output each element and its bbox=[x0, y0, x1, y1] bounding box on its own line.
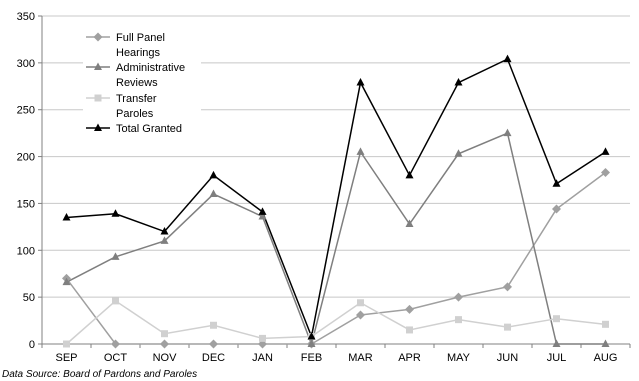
legend-label-administrative-reviews: Administrative Reviews bbox=[116, 62, 185, 89]
series-lines bbox=[65, 58, 606, 347]
transfer-paroles-point bbox=[357, 299, 364, 307]
y-tick-label: 350 bbox=[17, 11, 35, 23]
full-panel-hearings-point bbox=[601, 168, 610, 178]
x-tick-label: OCT bbox=[104, 352, 128, 364]
legend-label-line: Reviews bbox=[116, 77, 158, 89]
total-granted-point bbox=[258, 207, 267, 215]
x-tick-label: MAY bbox=[447, 352, 471, 364]
total-granted-point bbox=[111, 209, 120, 217]
transfer-paroles-point bbox=[455, 316, 462, 324]
transfer-paroles-line bbox=[66, 299, 606, 345]
series-markers bbox=[62, 54, 610, 349]
y-tick-label: 100 bbox=[17, 245, 35, 257]
legend-swatch-marker bbox=[94, 123, 102, 131]
total-granted-line bbox=[66, 58, 606, 340]
legend-swatch-marker bbox=[93, 32, 103, 42]
administrative-reviews-point bbox=[454, 149, 463, 157]
total-granted-point bbox=[454, 78, 463, 86]
administrative-reviews-point bbox=[356, 147, 365, 155]
administrative-reviews-point bbox=[601, 339, 610, 347]
y-tick-label: 50 bbox=[23, 292, 35, 304]
total-granted-point bbox=[62, 212, 71, 221]
x-tick-label: APR bbox=[398, 352, 421, 364]
x-tick-label: JAN bbox=[252, 352, 273, 364]
administrative-reviews-point bbox=[160, 236, 169, 244]
administrative-reviews-point bbox=[503, 128, 512, 137]
x-tick-label: DEC bbox=[202, 352, 225, 364]
administrative-reviews-point bbox=[552, 339, 561, 347]
full-panel-hearings-point bbox=[209, 339, 218, 349]
transfer-paroles-point bbox=[210, 321, 217, 329]
transfer-paroles-point bbox=[63, 340, 70, 348]
full-panel-hearings-point bbox=[111, 339, 120, 349]
full-panel-hearings-point bbox=[552, 204, 561, 214]
transfer-paroles-point bbox=[553, 315, 560, 323]
transfer-paroles-point bbox=[504, 323, 511, 331]
administrative-reviews-point bbox=[111, 252, 120, 260]
total-granted-point bbox=[552, 179, 561, 187]
transfer-paroles-point bbox=[112, 297, 119, 305]
x-tick-label: JUN bbox=[497, 352, 518, 364]
y-tick-label: 200 bbox=[17, 152, 35, 164]
transfer-paroles-point bbox=[259, 334, 266, 342]
total-granted-point bbox=[209, 170, 218, 179]
x-tick-label: JUL bbox=[547, 352, 567, 364]
legend-swatch-marker bbox=[94, 62, 102, 70]
data-source-note: Data Source: Board of Pardons and Parole… bbox=[2, 369, 198, 380]
transfer-paroles-point bbox=[406, 326, 413, 334]
transfer-paroles-point bbox=[161, 330, 168, 338]
legend-label-line: Total Granted bbox=[116, 123, 182, 135]
total-granted-point bbox=[503, 54, 512, 63]
administrative-reviews-line bbox=[66, 132, 606, 347]
full-panel-hearings-point bbox=[405, 304, 414, 314]
full-panel-hearings-point bbox=[160, 339, 169, 349]
y-tick-label: 150 bbox=[17, 198, 35, 210]
administrative-reviews-point bbox=[62, 277, 71, 286]
legend-label-line: Hearings bbox=[116, 47, 161, 59]
legend-label-line: Transfer bbox=[116, 93, 157, 105]
legend-label-line: Administrative bbox=[116, 62, 185, 74]
y-tick-labels: 0 50 100 150 200 250 300 350 bbox=[17, 11, 35, 351]
y-tick-label: 0 bbox=[29, 339, 35, 351]
full-panel-hearings-line bbox=[65, 171, 606, 345]
total-granted-point bbox=[160, 227, 169, 235]
x-tick-label: MAR bbox=[348, 352, 373, 364]
total-granted-point bbox=[405, 170, 414, 179]
x-tick-labels: SEP OCT NOV DEC JAN FEB MAR APR MAY JUN JUL AUG bbox=[55, 352, 617, 364]
x-tick-label: AUG bbox=[594, 352, 618, 364]
administrative-reviews-point bbox=[405, 219, 414, 228]
full-panel-hearings-point bbox=[454, 292, 463, 302]
legend-label-total-granted: Total Granted bbox=[116, 123, 182, 135]
legend-swatch-marker bbox=[94, 94, 102, 102]
legend-label-full-panel-hearings: Full Panel Hearings bbox=[116, 32, 165, 59]
total-granted-point bbox=[356, 78, 365, 86]
y-tick-label: 300 bbox=[17, 58, 35, 70]
total-granted-point bbox=[307, 332, 316, 340]
x-tick-label: SEP bbox=[55, 352, 77, 364]
transfer-paroles-point bbox=[602, 320, 609, 328]
x-tick-label: FEB bbox=[301, 352, 322, 364]
legend-label-line: Full Panel bbox=[116, 32, 165, 44]
x-tick-label: NOV bbox=[153, 352, 178, 364]
legend-label-line: Paroles bbox=[116, 108, 154, 120]
administrative-reviews-point bbox=[258, 212, 267, 220]
total-granted-point bbox=[601, 147, 610, 155]
legend: Full Panel Hearings Administrative Reviews T… bbox=[83, 26, 201, 136]
legend-background bbox=[83, 26, 201, 136]
administrative-reviews-point bbox=[307, 339, 316, 347]
full-panel-hearings-point bbox=[356, 310, 365, 320]
full-panel-hearings-point bbox=[503, 282, 512, 292]
administrative-reviews-point bbox=[209, 189, 218, 198]
y-tick-label: 250 bbox=[17, 105, 35, 117]
legend-label-transfer-paroles: Transfer Paroles bbox=[116, 93, 157, 120]
